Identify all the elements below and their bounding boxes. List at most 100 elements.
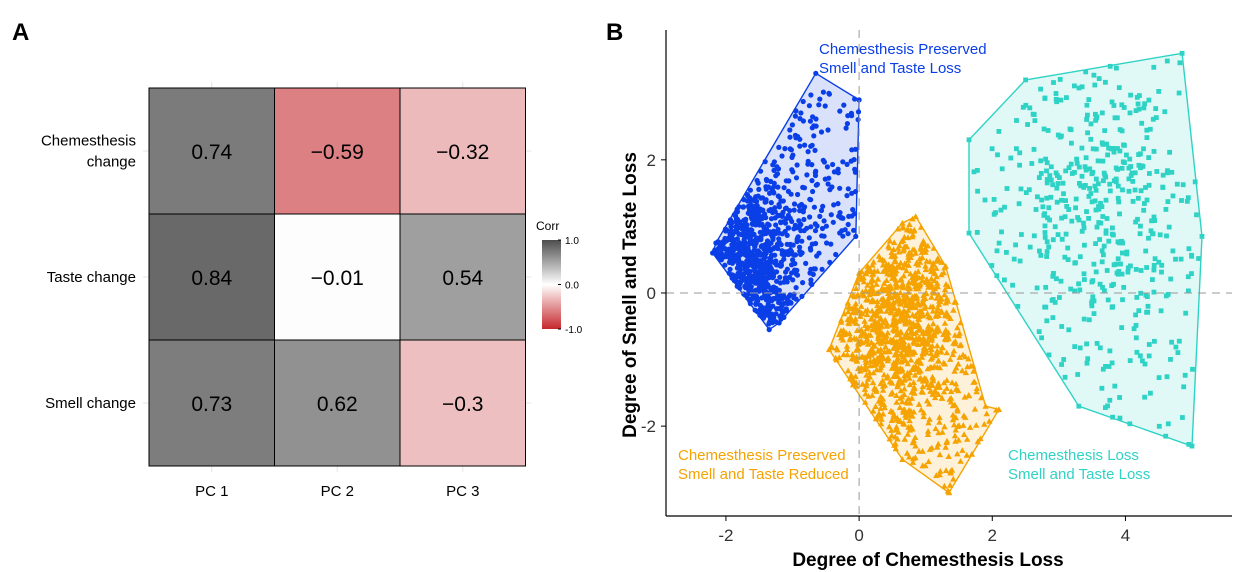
square-point [1096,76,1102,81]
square-point [1180,182,1186,188]
heatmap-row-label-line: change [87,154,136,171]
square-point [1085,356,1091,362]
triangle-point [886,237,894,244]
triangle-point [859,339,866,346]
circle-point [805,149,811,155]
square-point [1038,158,1044,164]
square-point [1159,262,1165,268]
triangle-point [915,401,923,407]
circle-point [768,315,774,321]
square-point [1165,199,1171,204]
square-point [1061,357,1067,362]
circle-point [782,146,788,152]
square-point [1039,197,1044,203]
square-point [1072,344,1078,349]
triangle-point [924,339,932,346]
triangle-point [890,345,897,351]
triangle-point [897,417,904,424]
square-point [1069,218,1075,224]
circle-point [808,92,814,98]
triangle-point [912,213,919,219]
triangle-point [852,300,859,307]
square-point [1098,220,1104,226]
circle-point [747,187,754,193]
triangle-point [911,226,918,233]
square-point [1130,179,1136,184]
square-point [1133,219,1138,225]
circle-point [749,221,756,227]
square-point [1031,147,1037,152]
triangle-point [942,467,950,473]
triangle-point [870,341,878,348]
triangle-point [938,308,945,314]
panel-a-label: A [12,19,29,46]
triangle-point [875,335,882,341]
circle-point [789,167,795,173]
triangle-point [936,451,944,458]
square-point [1048,164,1054,170]
triangle-point [942,326,949,333]
square-point [974,230,980,235]
square-point [1092,198,1098,204]
square-point [1144,197,1150,203]
square-point [1092,183,1098,189]
circle-point [767,319,773,325]
triangle-point [969,362,977,369]
circle-point [855,117,861,123]
square-point [1059,236,1065,242]
square-point [1054,185,1060,191]
square-point [1014,146,1019,152]
square-point [1058,278,1064,284]
square-point [1127,156,1133,162]
circle-point [814,223,820,229]
triangle-point [926,446,934,452]
circle-point [765,282,771,288]
square-point [1055,181,1061,186]
triangle-point [867,266,874,273]
cluster-label-line: Smell and Taste Loss [819,60,961,77]
square-point [1103,174,1109,180]
triangle-point [944,332,951,339]
triangle-point [954,423,961,429]
square-point [1066,207,1072,212]
triangle-point [892,276,899,283]
circle-point [796,218,802,224]
triangle-point [906,453,913,460]
circle-point [853,233,859,239]
triangle-point [924,428,932,434]
triangle-point [867,315,875,322]
triangle-point [950,475,957,482]
circle-point [745,193,751,199]
circle-point [817,213,823,219]
triangle-point [877,397,885,404]
colorbar [542,240,561,329]
triangle-point [865,353,872,359]
circle-point [797,116,803,122]
square-point [1089,171,1095,177]
triangle-point [928,293,935,300]
triangle-point [883,322,890,329]
triangle-point [899,224,906,231]
heatmap-row-label-line: Taste change [47,269,136,286]
circle-point [758,285,764,291]
triangle-point [869,379,877,386]
square-point [1121,142,1126,148]
circle-point [844,121,851,127]
square-point [1111,103,1117,108]
square-point [1120,187,1125,193]
circle-point [743,262,750,268]
triangle-point [888,262,896,268]
triangle-point [894,435,901,442]
circle-point [786,178,792,184]
square-point [1072,83,1077,89]
square-point [1101,252,1106,258]
square-point [1065,257,1071,262]
square-point [1164,233,1169,239]
circle-point [833,251,839,258]
triangle-point [923,276,930,282]
triangle-point [909,246,916,253]
square-point [1008,155,1014,161]
square-point [994,273,1000,279]
square-point [1099,385,1105,391]
circle-point [759,243,765,249]
